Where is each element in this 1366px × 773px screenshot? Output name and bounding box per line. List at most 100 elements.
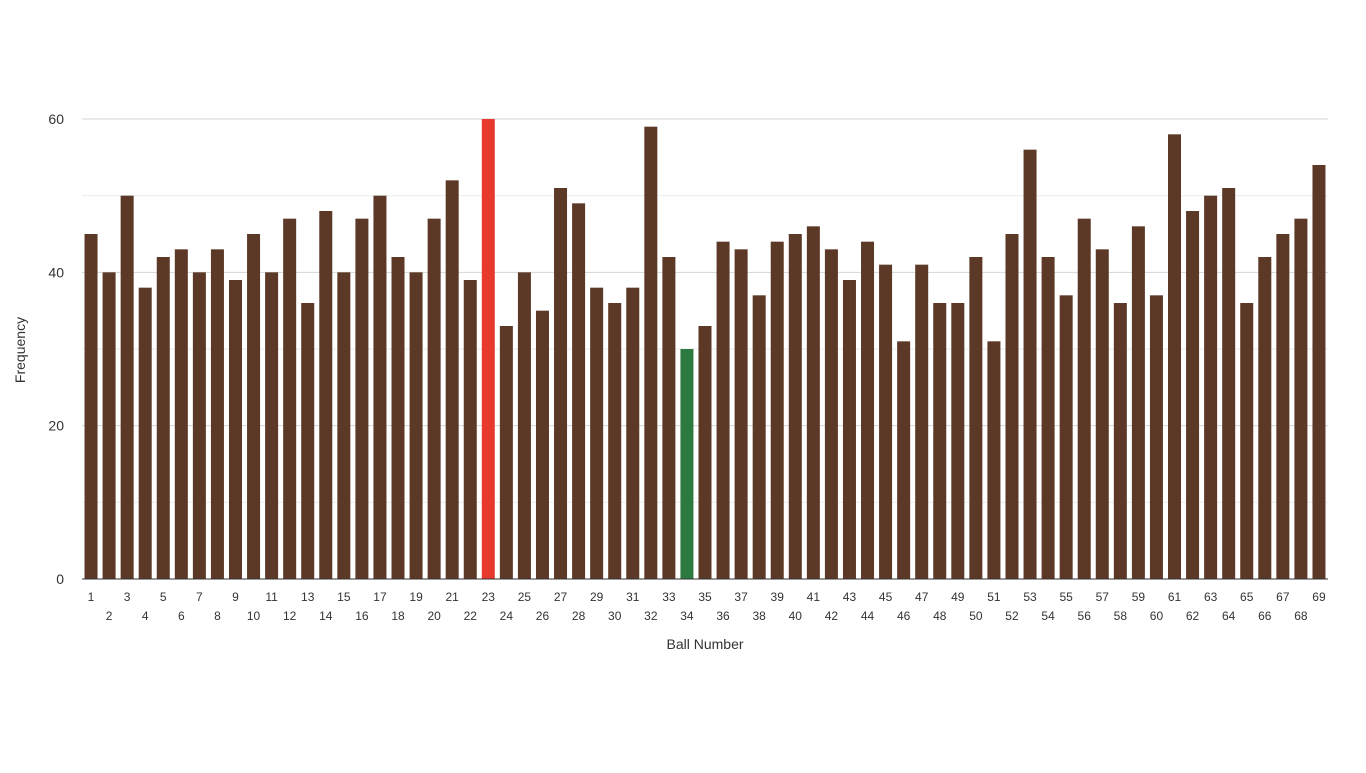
bar[interactable] — [409, 272, 423, 579]
bar[interactable] — [1204, 195, 1218, 579]
x-tick-label: 14 — [319, 609, 333, 623]
bar[interactable] — [319, 211, 333, 579]
bar[interactable] — [716, 241, 730, 579]
bar[interactable] — [842, 280, 856, 579]
bar[interactable] — [210, 249, 224, 580]
x-tick-label: 65 — [1240, 590, 1254, 604]
x-tick-label: 40 — [789, 609, 803, 623]
bar[interactable] — [373, 195, 387, 579]
bar[interactable] — [752, 295, 766, 579]
bar[interactable] — [698, 326, 712, 579]
x-tick-label: 56 — [1078, 609, 1092, 623]
x-tick-label: 67 — [1276, 590, 1290, 604]
bar[interactable] — [138, 287, 152, 579]
bar[interactable] — [1095, 249, 1109, 580]
bar[interactable] — [391, 257, 405, 579]
bar[interactable] — [337, 272, 351, 579]
bar[interactable] — [662, 257, 676, 579]
bar[interactable] — [247, 234, 261, 579]
bar[interactable] — [1186, 211, 1200, 579]
y-axis-title: Frequency — [12, 317, 28, 383]
x-tick-label: 3 — [124, 590, 131, 604]
x-tick-label: 13 — [301, 590, 315, 604]
bar[interactable] — [1294, 218, 1308, 579]
x-tick-label: 60 — [1150, 609, 1164, 623]
x-tick-label: 16 — [355, 609, 369, 623]
x-tick-label: 52 — [1005, 609, 1019, 623]
x-tick-label: 51 — [987, 590, 1001, 604]
bar[interactable] — [427, 218, 441, 579]
x-tick-label: 59 — [1132, 590, 1146, 604]
bar[interactable] — [1149, 295, 1163, 579]
bar[interactable] — [1077, 218, 1091, 579]
bar[interactable] — [861, 241, 875, 579]
y-tick-label: 60 — [48, 111, 64, 127]
x-tick-label: 25 — [518, 590, 532, 604]
bar[interactable] — [445, 180, 459, 580]
bar[interactable] — [1276, 234, 1290, 579]
x-tick-label: 33 — [662, 590, 676, 604]
bar[interactable] — [192, 272, 206, 579]
bar[interactable] — [228, 280, 242, 579]
bar[interactable] — [156, 257, 170, 579]
x-tick-label: 6 — [178, 609, 185, 623]
bar-lowest[interactable] — [680, 349, 694, 579]
bar[interactable] — [1023, 149, 1037, 579]
bar[interactable] — [806, 226, 820, 580]
bar[interactable] — [1222, 188, 1236, 579]
bar[interactable] — [517, 272, 531, 579]
bar[interactable] — [1059, 295, 1073, 579]
x-tick-label: 37 — [734, 590, 748, 604]
bar[interactable] — [626, 287, 640, 579]
bar[interactable] — [644, 126, 658, 580]
bar[interactable] — [897, 341, 911, 579]
bar[interactable] — [915, 264, 929, 579]
bar[interactable] — [463, 280, 477, 579]
bar[interactable] — [987, 341, 1001, 579]
x-tick-label: 46 — [897, 609, 911, 623]
bar[interactable] — [824, 249, 838, 580]
bar[interactable] — [1113, 303, 1127, 579]
bar[interactable] — [301, 303, 315, 579]
bar[interactable] — [499, 326, 513, 579]
bar[interactable] — [554, 188, 568, 579]
bar[interactable] — [174, 249, 188, 580]
bar[interactable] — [283, 218, 297, 579]
bar[interactable] — [608, 303, 622, 579]
bar[interactable] — [969, 257, 983, 579]
bar-highest[interactable] — [481, 119, 495, 579]
x-tick-label: 20 — [427, 609, 441, 623]
x-tick-label: 58 — [1114, 609, 1128, 623]
x-tick-label: 4 — [142, 609, 149, 623]
bar[interactable] — [355, 218, 369, 579]
bar[interactable] — [933, 303, 947, 579]
bar[interactable] — [572, 203, 586, 580]
bar[interactable] — [1258, 257, 1272, 579]
x-tick-label: 68 — [1294, 609, 1308, 623]
bar[interactable] — [102, 272, 116, 579]
x-tick-label: 1 — [88, 590, 95, 604]
x-tick-label: 31 — [626, 590, 640, 604]
x-tick-label: 42 — [825, 609, 839, 623]
bar[interactable] — [1041, 257, 1055, 579]
bar[interactable] — [1240, 303, 1254, 579]
bar[interactable] — [265, 272, 279, 579]
bar[interactable] — [1312, 165, 1326, 579]
bar[interactable] — [1168, 134, 1182, 580]
bar[interactable] — [590, 287, 604, 579]
bar[interactable] — [535, 310, 549, 579]
bar[interactable] — [1005, 234, 1019, 579]
x-tick-label: 50 — [969, 609, 983, 623]
x-tick-label: 11 — [265, 590, 278, 604]
bar[interactable] — [879, 264, 893, 579]
x-tick-label: 15 — [337, 590, 351, 604]
bar[interactable] — [120, 195, 134, 579]
bar[interactable] — [788, 234, 802, 579]
x-tick-label: 55 — [1059, 590, 1073, 604]
bar[interactable] — [770, 241, 784, 579]
x-tick-label: 5 — [160, 590, 167, 604]
bar[interactable] — [1131, 226, 1145, 580]
bar[interactable] — [84, 234, 98, 579]
bar[interactable] — [951, 303, 965, 579]
bar[interactable] — [734, 249, 748, 580]
